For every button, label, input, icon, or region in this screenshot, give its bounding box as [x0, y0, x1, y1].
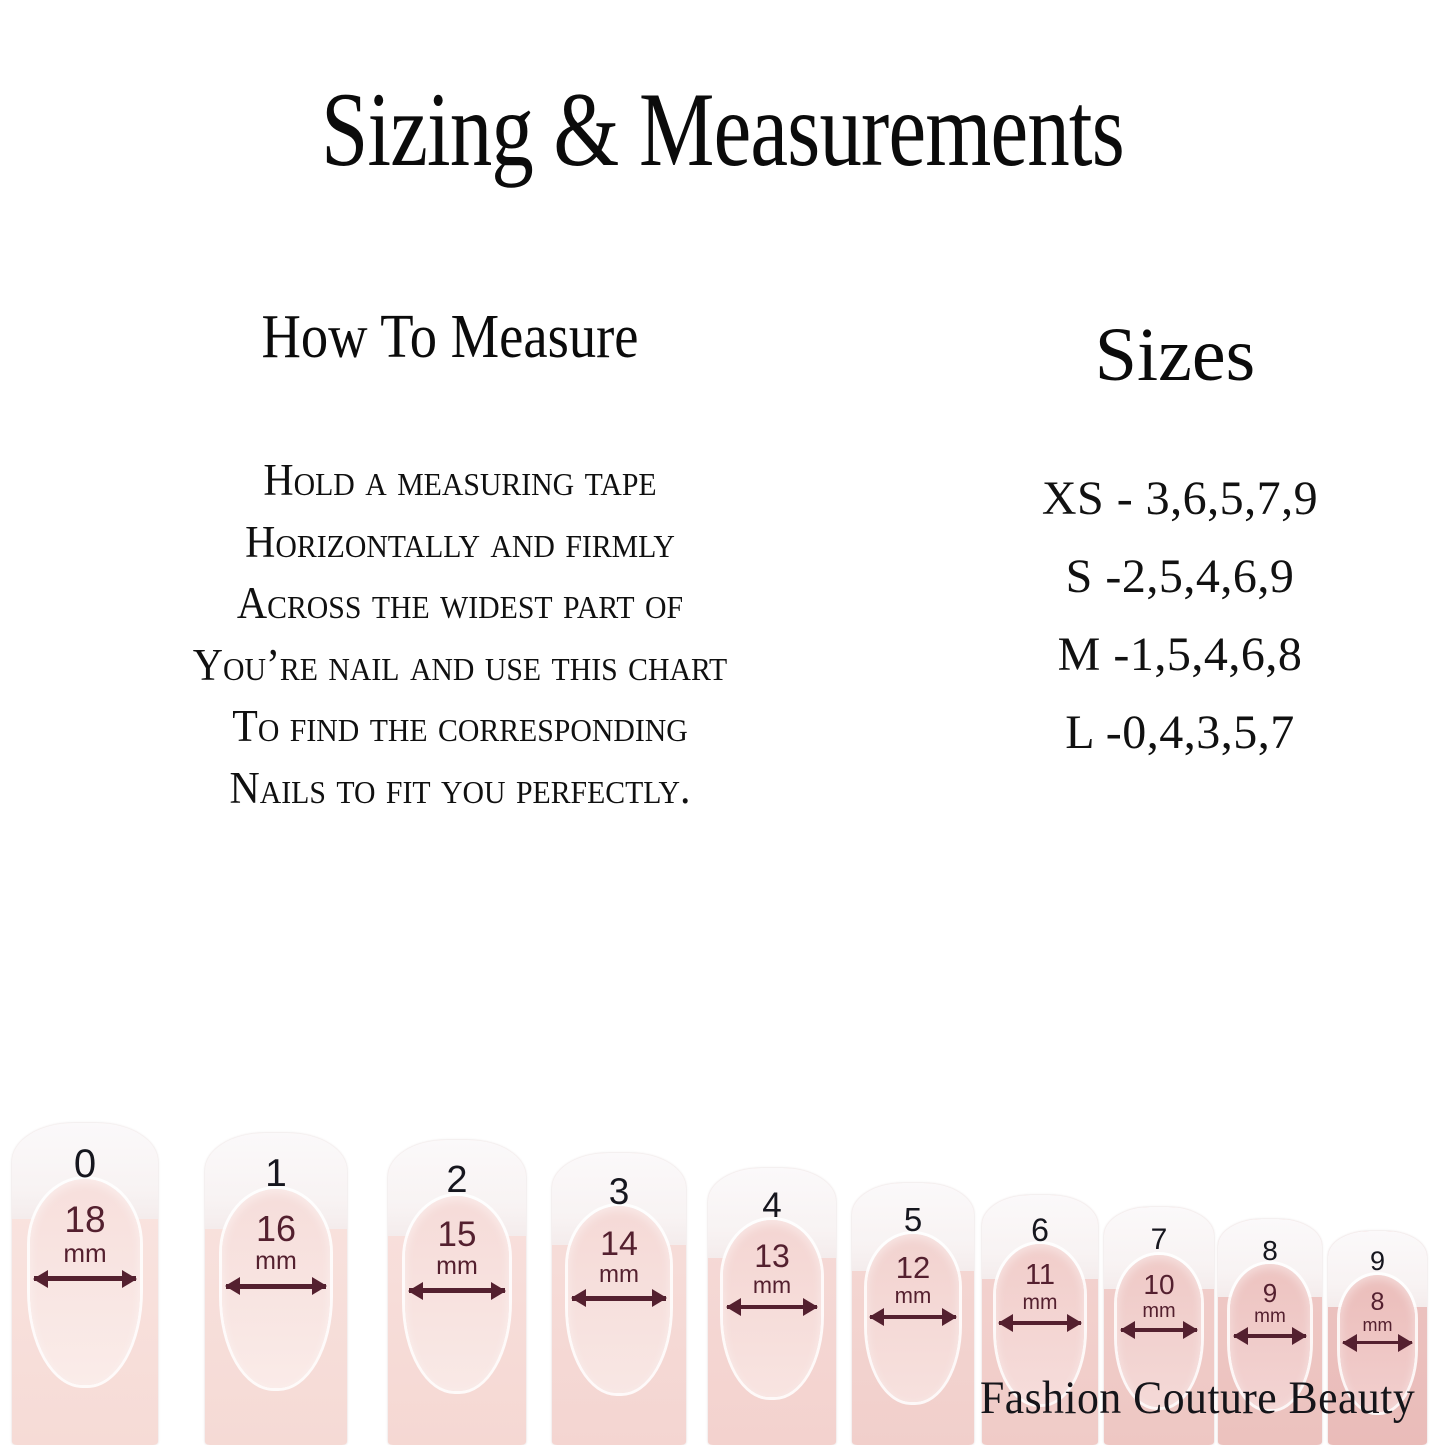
- measurement-unit: mm: [436, 1252, 478, 1281]
- width-arrow-icon: [226, 1283, 326, 1289]
- nail-measurement-label: 12 mm: [852, 1252, 974, 1307]
- width-arrow-icon: [1233, 1333, 1307, 1338]
- size-row-s: S -2,5,4,6,9: [1065, 550, 1295, 603]
- nail-size-9: 9 8 mm: [1328, 1231, 1427, 1445]
- nail-size-5: 5 12 mm: [852, 1183, 974, 1445]
- width-arrow-icon: [870, 1315, 956, 1320]
- instruction-line: Across the widest part of: [236, 578, 684, 628]
- measurement-unit: mm: [894, 1283, 932, 1309]
- size-row-l: L -0,4,3,5,7: [1065, 706, 1295, 759]
- nail-size-number: 3: [608, 1171, 630, 1212]
- measurement-value: 18: [64, 1199, 106, 1241]
- nail-size-6: 6 11 mm: [982, 1195, 1098, 1445]
- instruction-line: To find the corresponding: [232, 701, 688, 751]
- how-to-measure-heading: How To Measure: [261, 303, 639, 371]
- measurement-unit: mm: [1022, 1291, 1058, 1315]
- nail-size-number: 9: [1369, 1246, 1386, 1276]
- nail-measurement-label: 9 mm: [1218, 1280, 1322, 1326]
- nail-size-2: 2 15 mm: [388, 1140, 526, 1445]
- nail-size-number: 5: [903, 1201, 923, 1238]
- measurement-unit: mm: [1142, 1300, 1176, 1323]
- width-arrow-icon: [408, 1288, 506, 1294]
- nail-size-4: 4 13 mm: [708, 1168, 836, 1445]
- nail-size-number: 8: [1262, 1235, 1278, 1266]
- measurement-unit: mm: [255, 1246, 297, 1275]
- brand-watermark: Fashion Couture Beauty: [980, 1372, 1416, 1424]
- width-arrow-icon: [572, 1295, 666, 1301]
- measurement-unit: mm: [752, 1271, 792, 1298]
- measurement-unit: mm: [1254, 1306, 1286, 1328]
- sizes-list: XS - 3,6,5,7,9 S -2,5,4,6,9 M -1,5,4,6,8…: [975, 460, 1385, 772]
- nail-measurement-label: 11 mm: [982, 1259, 1098, 1315]
- instruction-line: Hold a measuring tape: [263, 455, 657, 505]
- width-arrow-icon: [727, 1305, 817, 1310]
- measurement-value: 10: [1143, 1269, 1175, 1301]
- measurement-value: 16: [255, 1207, 297, 1249]
- nail-size-0: 0 18 mm: [12, 1123, 158, 1445]
- nail-size-number: 6: [1031, 1212, 1049, 1248]
- nail-measurement-label: 8 mm: [1328, 1288, 1427, 1336]
- measurement-value: 8: [1370, 1288, 1385, 1317]
- measurement-unit: mm: [1362, 1315, 1393, 1336]
- measurement-value: 13: [754, 1237, 790, 1274]
- nail-measurement-label: 16 mm: [205, 1207, 347, 1275]
- nail-size-8: 8 9 mm: [1218, 1219, 1322, 1445]
- nail-size-number: 1: [265, 1152, 287, 1195]
- width-arrow-icon: [999, 1320, 1081, 1325]
- measurement-value: 14: [600, 1224, 638, 1263]
- nail-measurement-label: 14 mm: [552, 1227, 686, 1287]
- nail-size-number: 2: [446, 1159, 468, 1201]
- nail-size-3: 3 14 mm: [552, 1153, 686, 1445]
- size-row-xs: XS - 3,6,5,7,9: [1041, 472, 1319, 525]
- width-arrow-icon: [1120, 1327, 1198, 1332]
- nail-measurement-label: 13 mm: [708, 1240, 836, 1297]
- measurement-value: 15: [437, 1215, 477, 1255]
- nail-size-number: 4: [762, 1186, 782, 1225]
- nail-size-1: 1 16 mm: [205, 1133, 347, 1445]
- instruction-line: Horizontally and firmly: [245, 516, 675, 567]
- measurement-value: 12: [895, 1250, 931, 1286]
- instruction-line: Nails to fit you perfectly.: [229, 762, 691, 813]
- nail-measurement-label: 10 mm: [1104, 1269, 1214, 1323]
- measurement-value: 11: [1024, 1259, 1056, 1292]
- nail-size-chart: 0 18 mm 1 16 mm 2 15 mm 3 14 mm 4 13 mm 5 12 mm 6 11 mm 7 10 mm…: [0, 1105, 1445, 1445]
- measurement-value: 9: [1262, 1278, 1278, 1309]
- width-arrow-icon: [1342, 1341, 1413, 1344]
- nail-size-number: 0: [73, 1142, 97, 1186]
- measurement-unit: mm: [599, 1260, 639, 1288]
- width-arrow-icon: [33, 1276, 137, 1282]
- nail-size-7: 7 10 mm: [1104, 1207, 1214, 1445]
- size-row-m: M -1,5,4,6,8: [1057, 628, 1303, 681]
- how-to-measure-body: Hold a measuring tape Horizontally and f…: [42, 450, 879, 819]
- nail-size-number: 7: [1150, 1223, 1168, 1256]
- sizes-heading: Sizes: [1094, 313, 1256, 397]
- instruction-line: You’re nail and use this chart: [192, 639, 728, 690]
- nail-measurement-label: 15 mm: [388, 1217, 526, 1279]
- nail-measurement-label: 18 mm: [12, 1201, 158, 1266]
- measurement-unit: mm: [63, 1238, 107, 1269]
- page-title: Sizing & Measurements: [321, 71, 1125, 188]
